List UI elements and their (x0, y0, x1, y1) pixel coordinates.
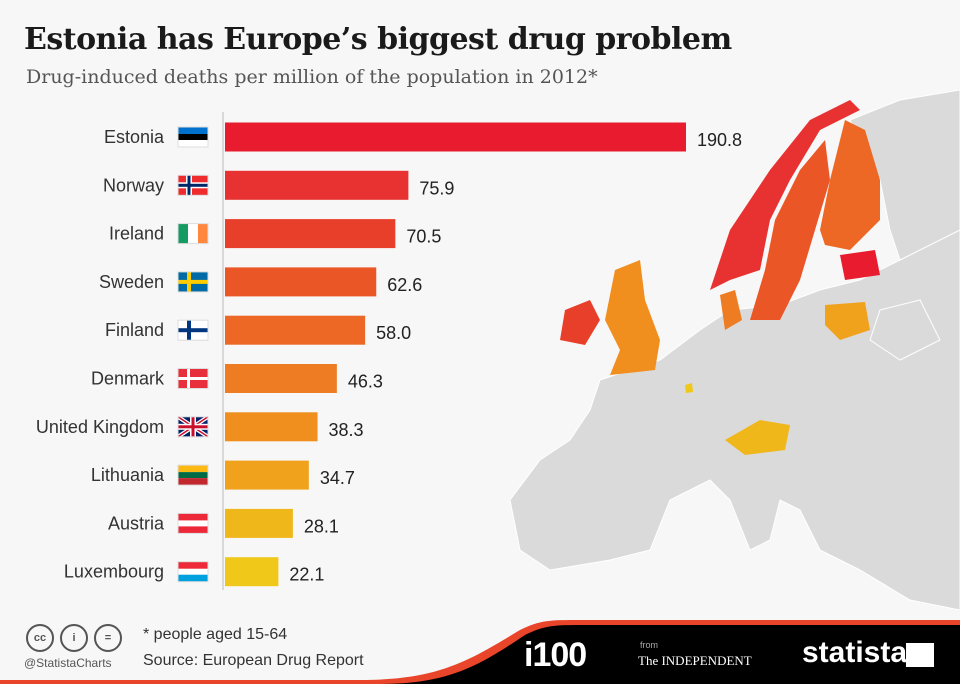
source: Source: European Drug Report (143, 652, 364, 669)
map-sweden (750, 140, 830, 320)
luxembourg-flag-icon (178, 561, 208, 582)
bar-chart: Estonia 190.8 Norway 75.9 Ireland 70.5 Sweden 6… (36, 112, 742, 590)
category-label: Denmark (91, 369, 165, 389)
category-label: United Kingdom (36, 417, 164, 437)
value-label: 38.3 (329, 420, 364, 440)
by-icon: i (60, 624, 88, 652)
category-label: Sweden (99, 272, 164, 292)
value-label: 62.6 (387, 275, 422, 295)
bar (225, 557, 279, 587)
i100-logo: i100 (524, 636, 587, 674)
bar (225, 508, 293, 538)
statista-logo-icon (906, 643, 934, 667)
cc-icon: cc (26, 624, 54, 652)
value-label: 28.1 (304, 516, 339, 536)
footer-band (0, 620, 960, 684)
value-label: 190.8 (697, 130, 742, 150)
footnote: * people aged 15-64 (143, 626, 288, 643)
category-label: Norway (103, 175, 164, 195)
independent-logo: The INDEPENDENT (638, 653, 752, 668)
ireland-flag-icon (178, 223, 208, 244)
map-ireland (560, 300, 600, 345)
map-uk (605, 260, 660, 375)
bar (225, 170, 409, 200)
map-belarus (869, 299, 941, 361)
map-norway (710, 100, 860, 290)
nd-icon: = (94, 624, 122, 652)
value-label: 58.0 (376, 323, 411, 343)
category-label: Luxembourg (64, 562, 164, 582)
norway-flag-icon (178, 175, 208, 196)
category-label: Ireland (109, 224, 164, 244)
category-label: Estonia (104, 127, 165, 147)
map-luxembourg (685, 383, 693, 393)
category-label: Austria (108, 513, 165, 533)
map-austria (725, 420, 790, 455)
bar (225, 460, 309, 490)
map-russia-north (849, 89, 960, 261)
bar (225, 315, 366, 345)
map-lithuania (825, 302, 870, 340)
page-title: Estonia has Europe’s biggest drug proble… (24, 22, 732, 57)
austria-flag-icon (178, 513, 208, 534)
category-label: Finland (105, 320, 164, 340)
estonia-flag-icon (178, 127, 208, 147)
bar (225, 122, 686, 152)
lithuania-flag-icon (178, 465, 208, 486)
value-label: 46.3 (348, 372, 383, 392)
europe-map (509, 89, 960, 610)
value-label: 34.7 (320, 468, 355, 488)
map-estonia (840, 250, 880, 280)
denmark-flag-icon (178, 368, 208, 389)
bar (225, 412, 318, 442)
map-finland (820, 120, 880, 250)
finland-flag-icon (178, 320, 208, 341)
value-label: 22.1 (289, 565, 324, 585)
uk-flag-icon (176, 415, 210, 439)
value-label: 70.5 (406, 227, 441, 247)
bar (225, 364, 337, 393)
value-label: 75.9 (419, 178, 454, 198)
statista-logo[interactable]: statista (802, 636, 908, 669)
bar (225, 219, 396, 249)
sweden-flag-icon (178, 271, 208, 292)
subtitle: Drug-induced deaths per million of the p… (26, 66, 598, 88)
from-label: from (640, 640, 658, 650)
map-denmark (720, 290, 742, 330)
category-label: Lithuania (91, 465, 165, 485)
twitter-handle[interactable]: @StatistaCharts (24, 656, 112, 670)
bar (225, 267, 377, 297)
